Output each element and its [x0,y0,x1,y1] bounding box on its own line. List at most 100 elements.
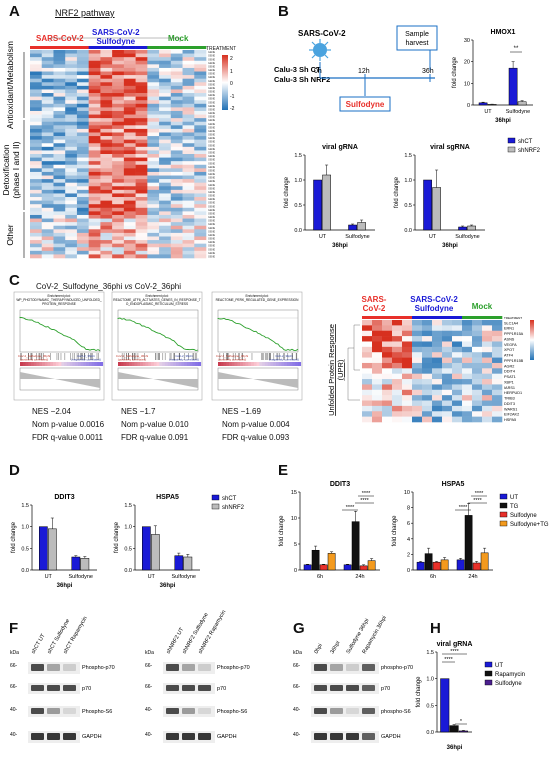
bar [472,562,481,571]
y-tick-label: 20 [464,60,470,66]
gene-label: TRIB3 [504,397,515,401]
kda-marker: 66- [10,663,18,669]
gsea-stats-2: NES −1.7 Nom p-value 0.010 FDR q-value 0.0… [121,407,189,442]
gene-label: ERN1 [504,327,514,331]
pos-corr-label: CoV-2_Sulfodyne_36phi [216,354,249,358]
blot-band [166,664,179,671]
bar [303,564,312,571]
kda-marker: 66- [293,684,301,690]
blot-band [63,708,76,714]
neg-corr-label: (negatively correlated) [269,358,299,362]
blot-band [362,685,375,691]
svg-text:GENE: GENE [208,248,215,251]
bar [517,101,527,106]
chart-title: HSPA5 [156,494,179,501]
gsea-stats-1: NES −2.04 Nom p-value 0.0016 FDR q-value 0… [32,407,105,442]
group-label-sars: SARS-CoV-2 [36,34,84,43]
blot-band [362,664,375,671]
y-axis-label: fold change [392,515,398,547]
kda-marker: 40- [10,732,18,738]
blot-band [362,708,375,714]
y-tick-label: 1.0 [404,178,412,184]
blot-band [47,685,60,691]
y-axis-label: fold change [279,515,285,547]
bar [456,559,465,571]
kda-marker: 66- [10,684,18,690]
bar [311,549,320,571]
chart-title: DDIT3 [330,481,350,488]
blot-band [314,733,327,740]
x-axis-label: 36hpi [495,118,511,124]
x-tick-label: 6h [317,574,323,580]
blot-band [198,708,211,714]
group-label-sars-sulfodyne: SARS-CoV-2 Sulfodyne [92,28,140,46]
y-tick-label: 1.5 [21,503,29,509]
kda-label: kDa [293,650,302,656]
legend-e: UT TG Sulfodyne Sulfodyne+TG [499,493,549,528]
svg-text:GENE: GENE [208,223,215,226]
kda-label: kDa [145,650,154,656]
y-tick-label: 30 [464,38,470,44]
bar [432,561,441,571]
svg-text:GENE: GENE [208,191,215,194]
blot-band [166,685,179,691]
x-axis-label: 36hpi [332,243,348,249]
legend-label: Sulfodyne+TG [510,522,549,528]
gsea-plot: Enrichment plot:WP_PHOTODYNAMIC_THERAPYI… [13,291,105,401]
blot-band [63,733,76,740]
y-tick-label: 1.5 [404,153,412,159]
nrf2-heatmap-figure: GENEGENEGENEGENEGENEGENEGENEGENEGENEGENE… [1,37,235,259]
significance-label: * [460,719,463,725]
panel-b-figure: SARS-CoV-2 Calu-3 Sh CT Calu-3 Sh NRF2 0… [274,25,541,249]
svg-text:GENE: GENE [208,101,215,104]
svg-text:GENE: GENE [208,195,215,198]
legend-label: UT [495,663,503,669]
bar [464,515,473,571]
bar [351,521,360,571]
panel-label-f: F [9,620,19,637]
x-tick-label: Sulfodyne [172,574,196,580]
x-tick-label: UT [148,574,156,580]
svg-text:GENE: GENE [208,130,215,133]
y-tick-label: 0.5 [426,703,434,709]
cell-line-shnrf2: Calu-3 Sh NRF2 [274,75,330,84]
scale-tick: -2 [230,106,235,112]
svg-text:GENE: GENE [208,256,215,259]
svg-text:GENE: GENE [208,202,215,205]
bar [424,553,433,571]
viral-grna-chart: viral gRNA 0.0 0.5 1.0 1.5 fold change UT Sulfo… [284,144,375,249]
blot-band [47,733,60,740]
y-tick-label: 1.5 [124,503,132,509]
svg-text:GENE: GENE [208,105,215,108]
band-label: phospho-p70 [381,665,413,671]
band-label: Phospho-p70 [217,665,250,671]
y-tick-label: 0 [294,568,297,574]
y-tick-label: 0.0 [294,228,302,234]
gene-label: DDIT3 [504,402,515,406]
y-tick-label: 0 [407,568,410,574]
svg-text:GENE: GENE [208,137,215,140]
gsea-name: PROTEIN_RESPONSE [42,302,76,306]
pos-corr-label: (positively correlated) [20,358,49,362]
treatment-label: TREATMENT [206,46,237,52]
bar [367,560,376,571]
kda-marker: 40- [10,707,18,713]
neg-corr-label: CoV-2_36phi [275,354,293,358]
svg-text:GENE: GENE [208,108,215,111]
y-axis-label: fold change [11,521,17,553]
svg-text:GENE: GENE [208,169,215,172]
svg-text:GENE: GENE [208,91,215,94]
bar [319,564,328,571]
blot-band [31,664,44,671]
svg-text:GENE: GENE [208,234,215,237]
legend-d: shCT shNRF2 [211,494,245,511]
sulfodyne-label: Sulfodyne [346,100,385,109]
y-tick-label: 0.5 [294,203,302,209]
bar [432,187,441,231]
scale-tick: 0 [230,81,233,87]
blot-band [346,664,359,671]
bar [80,558,90,571]
svg-text:GENE: GENE [208,227,215,230]
